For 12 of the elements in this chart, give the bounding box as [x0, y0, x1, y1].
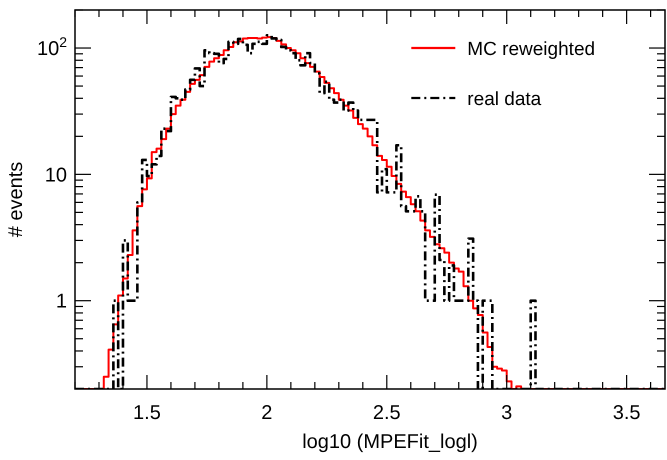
legend-label: MC reweighted: [467, 39, 596, 60]
x-tick-label: 2: [261, 402, 272, 424]
x-tick-label: 1.5: [133, 402, 161, 424]
y-axis-title: # events: [5, 162, 27, 238]
x-tick-label: 3: [501, 402, 512, 424]
x-tick-label: 3.5: [612, 402, 641, 424]
y-tick-label: 10$^{2}$: [36, 34, 68, 60]
legend-label: real data: [467, 89, 542, 110]
y-tick-label: 10: [44, 164, 67, 186]
y-tick-label: 1: [56, 290, 67, 313]
x-axis-title: log10 (MPEFit_logl): [302, 431, 478, 453]
x-tick-label: 2.5: [372, 402, 401, 424]
